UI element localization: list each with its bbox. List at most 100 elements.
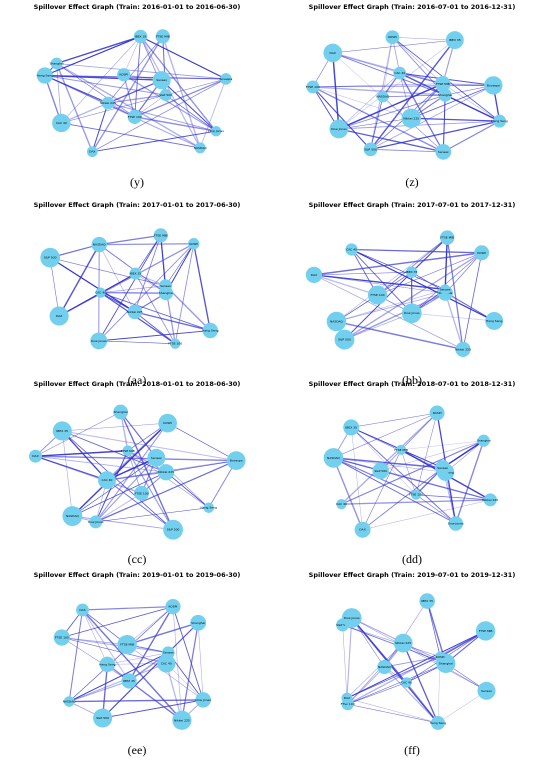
edge: [102, 699, 204, 719]
edge: [346, 697, 439, 724]
edge: [384, 666, 439, 724]
edge: [123, 74, 217, 132]
panel-label: (y): [130, 175, 144, 189]
node-label: CAC 40: [346, 248, 357, 252]
node: [129, 267, 142, 280]
edge: [362, 467, 443, 531]
edge: [347, 682, 407, 705]
edge: [342, 624, 441, 658]
node-label: DAX: [32, 454, 38, 458]
node-label: FTSE 100: [306, 85, 320, 89]
edge: [100, 292, 211, 331]
edge: [411, 312, 495, 322]
edge: [98, 244, 136, 313]
edge: [72, 515, 174, 531]
edge: [61, 637, 130, 682]
edge: [92, 78, 227, 153]
edge: [68, 609, 83, 702]
node: [133, 29, 148, 44]
node-label: KOSPI: [169, 605, 178, 609]
panel-title: Spillover Effect Graph (Train: 2017-01-0…: [34, 201, 241, 209]
edge: [377, 252, 482, 296]
node-label: Nikkei 225: [482, 498, 498, 502]
node-label: Sensex: [151, 456, 162, 460]
edge: [350, 427, 363, 530]
panel-label: (ee): [128, 743, 147, 757]
node-label: S&P 500: [364, 147, 377, 151]
edge: [351, 617, 407, 683]
edge: [341, 440, 484, 505]
edge: [199, 78, 227, 149]
edge: [62, 430, 237, 462]
edge: [346, 630, 486, 699]
edge: [91, 36, 164, 153]
edge: [313, 274, 378, 296]
node-label: S&P 500: [159, 93, 172, 97]
edge: [444, 292, 464, 350]
node-label: FTSE MIB: [394, 448, 408, 452]
edge: [347, 703, 439, 724]
node: [121, 673, 137, 689]
node: [440, 230, 455, 245]
node: [345, 243, 358, 256]
node-label: Nikkei 225: [403, 116, 419, 120]
graph-panel: Spillover Effect Graph (Train: 2016-01-0…: [34, 3, 241, 189]
edge: [107, 652, 169, 665]
node: [438, 88, 452, 102]
node: [484, 76, 503, 95]
node-label: IBEX 35: [56, 429, 68, 433]
node-label: KOSPI: [433, 411, 442, 415]
edge: [69, 699, 204, 703]
node-label: DAX: [311, 273, 317, 277]
node: [117, 634, 137, 655]
edge: [338, 120, 500, 130]
edge: [346, 617, 353, 699]
node-label: DAX: [330, 51, 336, 55]
node-label: Hang Seng: [486, 319, 503, 323]
node: [429, 405, 445, 421]
node-label: Sensex: [163, 651, 174, 655]
edge: [382, 37, 393, 97]
edge: [82, 609, 130, 682]
edge: [351, 249, 413, 314]
edge: [165, 471, 209, 509]
edge: [313, 252, 482, 276]
node: [152, 71, 171, 90]
panel-title: Spillover Effect Graph (Train: 2019-01-0…: [34, 571, 241, 579]
edge: [49, 257, 60, 317]
node-label: S&P 500: [167, 528, 180, 532]
edge: [61, 122, 201, 149]
edge: [135, 273, 176, 344]
node-label: FTSE MIB: [120, 643, 134, 647]
node-label: Sensex: [481, 689, 492, 693]
node: [323, 43, 343, 63]
edge: [165, 285, 211, 332]
edge: [95, 422, 169, 523]
edge: [312, 86, 371, 150]
edge: [384, 656, 441, 668]
edge: [95, 507, 209, 523]
node-label: NASDAQ: [194, 146, 207, 150]
node: [477, 681, 496, 700]
edge: [338, 118, 412, 130]
node-label: IBEX 35: [406, 270, 418, 274]
edge: [400, 449, 417, 495]
edge: [167, 422, 237, 461]
node-label: Shanghai: [159, 291, 173, 295]
node: [393, 633, 413, 653]
edge: [106, 457, 157, 481]
edge: [62, 430, 174, 530]
edge: [61, 430, 73, 517]
graph-panel: Spillover Effect Graph (Train: 2017-07-0…: [305, 201, 515, 387]
node: [52, 421, 72, 441]
edge: [58, 243, 195, 317]
node-label: IBEX 35: [421, 599, 433, 603]
edge: [370, 85, 494, 150]
node-label: Dow Jones: [208, 129, 224, 133]
node-label: DAX: [359, 528, 365, 532]
edge: [92, 130, 217, 153]
node: [372, 462, 390, 480]
node: [377, 659, 392, 675]
node-label: FTSE MIB: [440, 236, 454, 240]
edge: [346, 642, 404, 699]
